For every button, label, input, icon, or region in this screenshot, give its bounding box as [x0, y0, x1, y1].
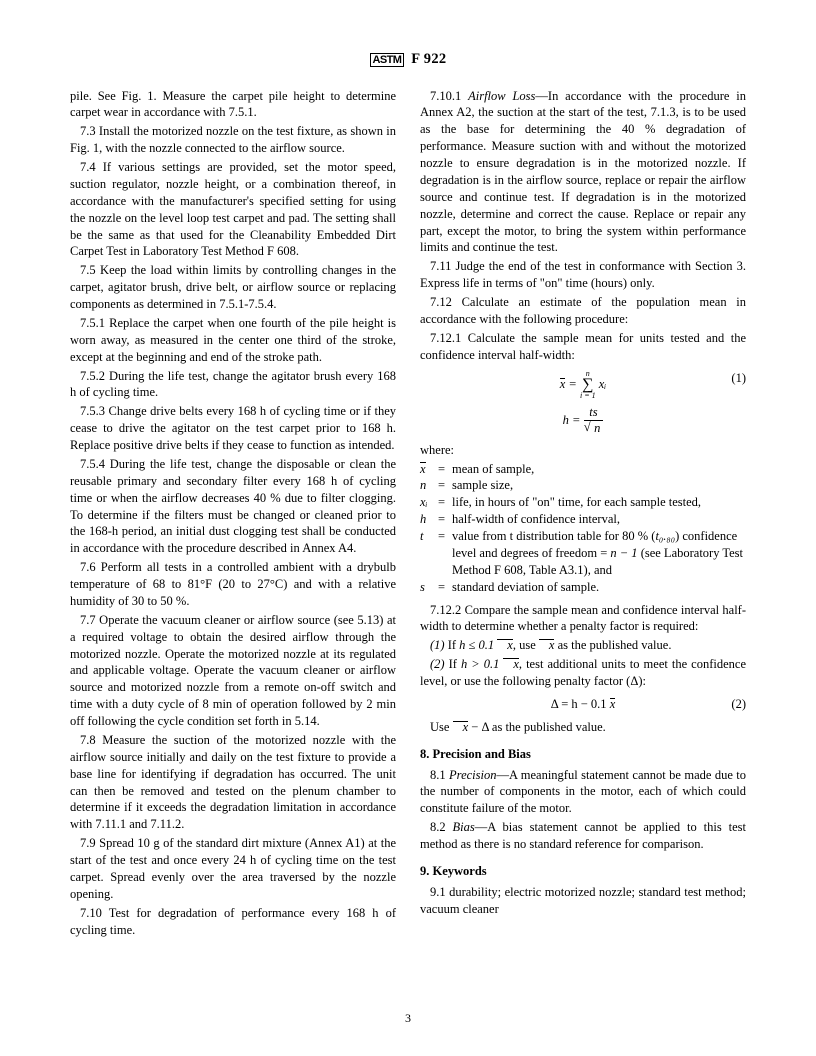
para-7-5-2: 7.5.2 During the life test, change the a…	[70, 368, 396, 402]
content-columns: pile. See Fig. 1. Measure the carpet pil…	[70, 88, 746, 939]
para-7-9: 7.9 Spread 10 g of the standard dirt mix…	[70, 835, 396, 903]
para-7-5-1: 7.5.1 Replace the carpet when one fourth…	[70, 315, 396, 366]
use-published: Use x − Δ as the published value.	[420, 719, 746, 736]
para-7-12-2: 7.12.2 Compare the sample mean and confi…	[420, 602, 746, 636]
para-8-1: 8.1 Precision—A meaningful statement can…	[420, 767, 746, 818]
para-7-5: 7.5 Keep the load within limits by contr…	[70, 262, 396, 313]
section-8-head: 8. Precision and Bias	[420, 746, 746, 763]
para-7-intro: pile. See Fig. 1. Measure the carpet pil…	[70, 88, 396, 122]
para-7-10: 7.10 Test for degradation of performance…	[70, 905, 396, 939]
section-9-head: 9. Keywords	[420, 863, 746, 880]
para-7-12: 7.12 Calculate an estimate of the popula…	[420, 294, 746, 328]
eq1-number: (1)	[731, 370, 746, 387]
page-number: 3	[0, 1010, 816, 1026]
para-8-2: 8.2 Bias—A bias statement cannot be appl…	[420, 819, 746, 853]
case-1: (1) If h ≤ 0.1 x, use x as the published…	[420, 637, 746, 654]
para-7-6: 7.6 Perform all tests in a controlled am…	[70, 559, 396, 610]
para-7-12-1: 7.12.1 Calculate the sample mean for uni…	[420, 330, 746, 364]
where-label: where:	[420, 442, 746, 459]
para-7-8: 7.8 Measure the suction of the motorized…	[70, 732, 396, 833]
where-definitions: x=mean of sample, n=sample size, xᵢ=life…	[420, 461, 746, 596]
para-9-1: 9.1 durability; electric motorized nozzl…	[420, 884, 746, 918]
para-7-11: 7.11 Judge the end of the test in confor…	[420, 258, 746, 292]
para-7-7: 7.7 Operate the vacuum cleaner or airflo…	[70, 612, 396, 730]
para-7-5-3: 7.5.3 Change drive belts every 168 h of …	[70, 403, 396, 454]
para-7-5-4: 7.5.4 During the life test, change the d…	[70, 456, 396, 557]
eq2-number: (2)	[731, 696, 746, 713]
para-7-4: 7.4 If various settings are provided, se…	[70, 159, 396, 260]
para-7-3: 7.3 Install the motorized nozzle on the …	[70, 123, 396, 157]
equation-1: x = n∑i = 1 xᵢ (1)	[420, 370, 746, 400]
standard-code: F 922	[411, 51, 446, 67]
case-2: (2) If h > 0.1 x, test additional units …	[420, 656, 746, 690]
equation-h: h = tsn	[420, 406, 746, 436]
equation-2: Δ = h − 0.1 x (2)	[420, 696, 746, 713]
page-header: ASTM F 922	[70, 50, 746, 70]
para-7-10-1: 7.10.1 Airflow Loss—In accordance with t…	[420, 88, 746, 257]
astm-logo: ASTM	[370, 53, 405, 67]
